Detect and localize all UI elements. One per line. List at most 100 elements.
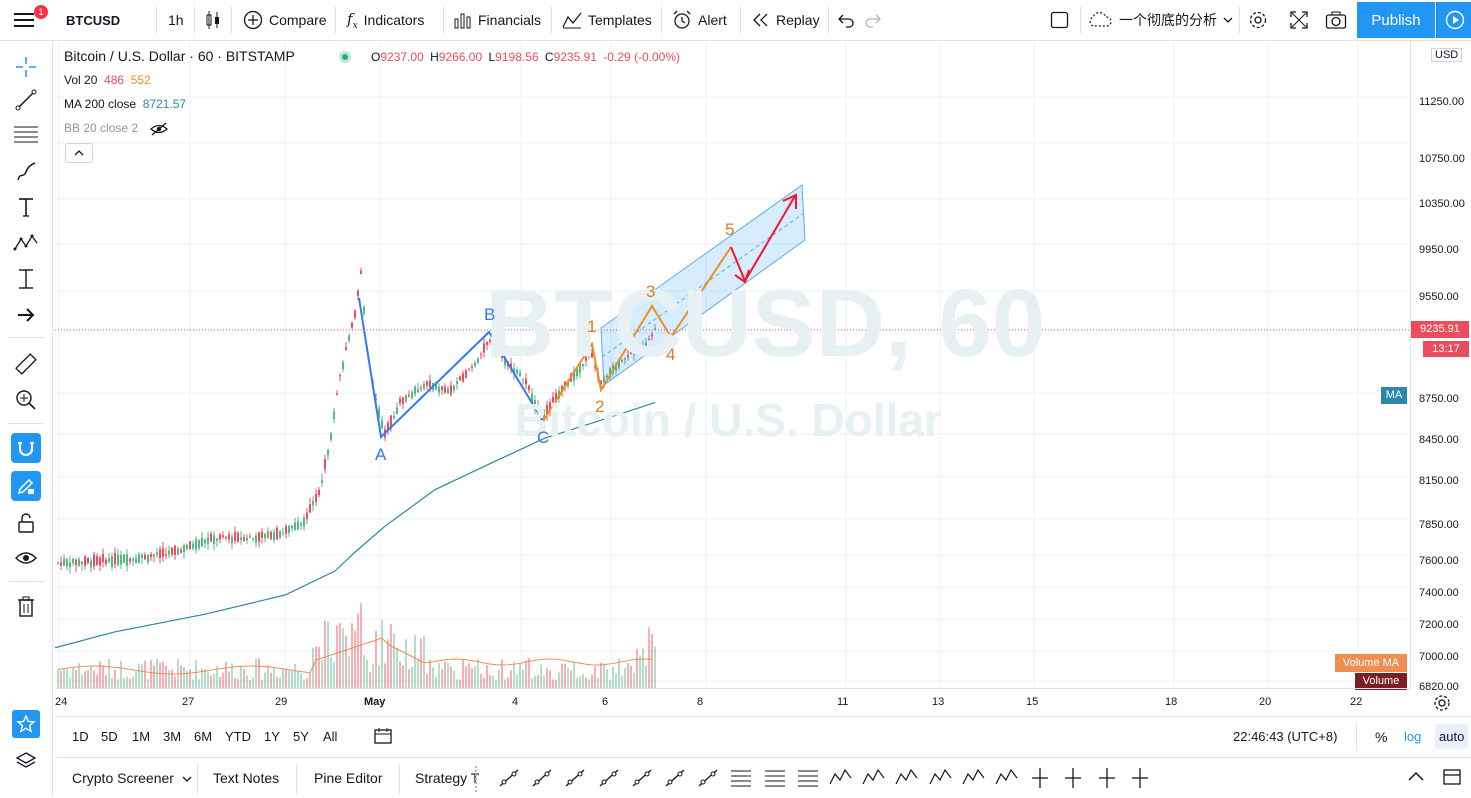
candle-body [342,361,344,370]
legend-title[interactable]: Bitcoin / U.S. Dollar · 60 · BITSTAMP [64,48,295,64]
candle-body [192,543,194,549]
camera-icon[interactable] [1325,10,1347,33]
collapse-legend-button[interactable] [65,143,93,163]
parallel-channel-icon[interactable] [727,764,755,792]
regression-trend-icon[interactable] [761,764,789,792]
pattern-tool-icon[interactable] [10,226,42,258]
zoom-in-icon[interactable] [10,384,42,416]
compare-button[interactable]: Compare [243,0,327,40]
layout-selector[interactable]: 一个彻底的分析 [1087,0,1233,40]
tab-text-notes[interactable]: Text Notes [213,770,280,786]
tab-pine-editor[interactable]: Pine Editor [314,770,383,786]
range-button-1d[interactable]: 1D [72,729,89,744]
legend-volume[interactable]: Vol 20 486 552 [64,73,151,87]
candle-body [621,359,623,362]
settings-gear-icon[interactable] [1248,10,1268,33]
replay-button[interactable]: Replay [752,0,820,40]
legend-bb[interactable]: BB 20 close 2 [64,121,169,136]
stay-in-drawing-mode-icon[interactable] [11,471,41,501]
date-price-range-icon[interactable] [1093,764,1121,792]
extended-line-icon[interactable] [661,764,689,792]
tab-strategy-tester[interactable]: Strategy T [415,770,480,786]
volume-bar [135,671,137,688]
trash-icon[interactable] [10,591,42,623]
range-button-5d[interactable]: 5D [101,729,118,744]
range-button-6m[interactable]: 6M [194,729,213,744]
date-range-icon[interactable] [1026,764,1054,792]
redo-icon[interactable] [864,11,882,32]
measure-tool-icon[interactable] [10,263,42,295]
fib-retracement-icon[interactable] [10,119,42,151]
tab-crypto-screener[interactable]: Crypto Screener [72,770,192,786]
menu-icon[interactable] [14,12,34,31]
undo-icon[interactable] [837,11,855,32]
candle-body [303,517,305,528]
projection-icon[interactable] [1126,764,1154,792]
pitchfork-icon[interactable] [794,764,822,792]
candle-body [222,535,224,537]
price-axis[interactable]: USD 11250.00 10750.00 10350.00 9950.00 9550.… [1410,41,1471,693]
elliott-correction-icon[interactable] [927,764,955,792]
price-range-icon[interactable] [1059,764,1087,792]
star-icon[interactable] [10,708,42,740]
volume-bar [375,631,377,688]
currency-label[interactable]: USD [1431,48,1463,62]
candle-body [288,526,290,533]
range-button-1m[interactable]: 1M [132,729,151,744]
eye-hidden-icon[interactable] [149,122,169,136]
volume-bar [309,673,311,688]
chevron-up-icon[interactable] [1407,770,1425,785]
trend-line-icon[interactable] [10,84,42,116]
triangle-pattern-icon[interactable] [993,764,1021,792]
time-axis[interactable]: 24 27 29 May 4 6 8 11 13 15 18 20 22 [55,688,1410,717]
volume-bar [624,668,626,688]
publish-button[interactable]: Publish [1357,2,1435,38]
alert-button[interactable]: Alert [672,0,727,40]
chart-pane[interactable]: BTCUSD, 60 Bitcoin / U.S. Dollar Bitcoin… [55,41,1410,688]
chevron-up-icon [74,150,84,156]
maximize-panel-icon[interactable] [1442,768,1462,789]
play-button[interactable] [1436,2,1471,38]
percent-toggle[interactable]: % [1375,729,1388,745]
arrow-right-icon[interactable] [10,299,42,331]
financials-button[interactable]: Financials [454,0,541,40]
range-button-all[interactable]: All [323,729,338,744]
chart-settings-gear-icon[interactable] [1432,693,1452,716]
chart-type-button[interactable] [204,0,222,40]
lock-icon[interactable] [10,507,42,539]
select-rectangle-icon[interactable] [1050,11,1070,32]
elliott-impulse-icon[interactable] [860,764,888,792]
eye-icon[interactable] [10,542,42,574]
fullscreen-icon[interactable] [1289,10,1309,33]
range-button-ytd[interactable]: YTD [225,729,251,744]
volume-bar [354,630,356,688]
auto-toggle[interactable]: auto [1435,724,1469,749]
elliott-triangle-icon[interactable] [893,764,921,792]
indicators-button[interactable]: fx Indicators [347,0,424,40]
info-line-icon[interactable] [694,764,722,792]
horizontal-line-icon[interactable] [561,764,589,792]
candle-body [162,548,164,558]
clock-readout[interactable]: 22:46:43 (UTC+8) [1233,729,1338,744]
range-button-3m[interactable]: 3M [163,729,182,744]
trend-line-icon[interactable] [495,764,523,792]
templates-button[interactable]: Templates [562,0,652,40]
horizontal-ray-icon[interactable] [528,764,556,792]
ray-icon[interactable] [628,764,656,792]
range-button-5y[interactable]: 5Y [293,729,309,744]
range-button-1y[interactable]: 1Y [264,729,280,744]
elliott-double-combo-icon[interactable] [960,764,988,792]
interval-button[interactable]: 1h [168,12,184,28]
log-toggle[interactable]: log [1404,729,1422,744]
magnet-icon[interactable] [11,433,41,463]
vertical-line-icon[interactable] [595,764,623,792]
date-range-calendar-icon[interactable] [373,727,393,748]
layers-icon[interactable] [10,745,42,777]
crosshair-icon[interactable] [10,51,42,83]
text-tool-icon[interactable] [10,191,42,223]
abcd-pattern-icon[interactable] [827,764,855,792]
ruler-icon[interactable] [10,348,42,380]
legend-ma[interactable]: MA 200 close 8721.57 [64,97,187,111]
brush-icon[interactable] [10,156,42,188]
symbol-search[interactable]: BTCUSD [66,12,121,28]
